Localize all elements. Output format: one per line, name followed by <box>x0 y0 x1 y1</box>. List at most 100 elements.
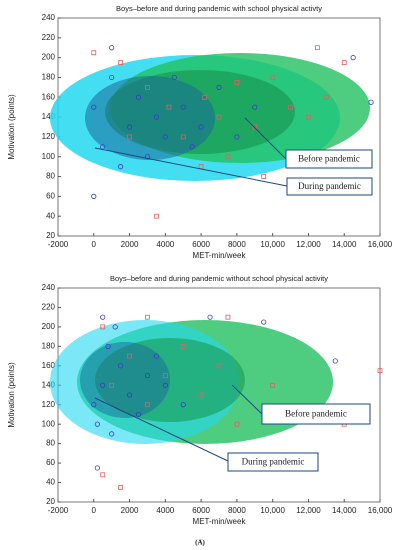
y-tick-label: 120 <box>42 132 56 141</box>
y-tick-label: 240 <box>42 283 56 292</box>
point <box>118 164 124 170</box>
point <box>109 382 115 388</box>
point <box>145 402 150 408</box>
point <box>91 193 97 199</box>
point <box>207 314 213 320</box>
point <box>189 144 195 150</box>
point <box>153 213 159 219</box>
point <box>216 363 222 369</box>
chart-title: Boys–before and during pandemic without … <box>110 274 328 283</box>
y-tick-label: 160 <box>42 361 56 370</box>
point <box>135 411 142 418</box>
point <box>91 50 97 56</box>
x-tick-label: 16,000 <box>368 240 393 249</box>
point <box>153 114 159 120</box>
annotation-label: Before pandemic <box>285 409 347 419</box>
point <box>225 154 231 160</box>
point <box>234 134 240 140</box>
y-tick-label: 160 <box>42 92 56 101</box>
point <box>100 382 106 388</box>
x-tick-label: 14,000 <box>332 506 357 515</box>
x-tick-label: -2000 <box>48 240 69 249</box>
y-tick-label: 220 <box>42 303 56 312</box>
x-tick-label: 0 <box>92 506 97 515</box>
point <box>94 465 100 471</box>
x-tick-label: 10,000 <box>260 240 285 249</box>
y-tick-label: 200 <box>42 53 56 62</box>
y-tick-label: 220 <box>42 33 56 42</box>
point <box>166 104 172 110</box>
point <box>225 314 231 320</box>
x-tick-label: 2000 <box>121 506 139 515</box>
point <box>100 144 106 150</box>
point <box>118 485 124 490</box>
y-tick-label: 140 <box>42 112 56 121</box>
point <box>91 402 97 408</box>
annotation-label: During pandemic <box>242 457 305 467</box>
y-tick-label: 80 <box>46 172 55 181</box>
y-tick-label: 140 <box>42 380 56 389</box>
x-tick-label: 12,000 <box>296 506 321 515</box>
y-tick-label: 100 <box>42 152 56 161</box>
x-tick-label: 8000 <box>228 506 246 515</box>
point <box>234 80 240 85</box>
x-axis-label: MET-min/week <box>193 517 247 526</box>
point <box>162 373 168 378</box>
point <box>288 104 293 110</box>
x-tick-label: 8000 <box>228 240 246 249</box>
point <box>109 431 115 437</box>
point <box>162 134 168 140</box>
point <box>100 472 106 478</box>
point <box>314 45 320 51</box>
x-tick-label: 0 <box>92 240 97 249</box>
marks <box>91 45 374 219</box>
point <box>105 343 111 349</box>
point <box>270 382 276 388</box>
point <box>112 324 118 330</box>
y-tick-label: 100 <box>42 419 56 428</box>
density-regions <box>50 320 333 444</box>
point <box>109 74 115 81</box>
point <box>100 324 106 330</box>
annotation-label: During pandemic <box>298 181 361 191</box>
x-tick-label: 2000 <box>121 240 139 249</box>
y-tick-label: 20 <box>46 231 55 240</box>
annotation-label: Before pandemic <box>298 154 360 164</box>
point <box>368 99 374 105</box>
point <box>377 368 383 374</box>
point <box>198 392 204 398</box>
point <box>180 104 186 110</box>
y-axis-label: Motivation (points) <box>7 94 16 160</box>
x-tick-label: 4000 <box>156 506 174 515</box>
y-tick-label: 200 <box>42 322 56 331</box>
marks <box>91 314 383 490</box>
y-tick-label: 120 <box>42 400 56 409</box>
point <box>216 114 222 120</box>
point <box>216 84 222 90</box>
point <box>126 124 133 130</box>
point <box>180 402 186 408</box>
point <box>261 319 267 325</box>
point <box>198 124 204 130</box>
x-tick-label: 16,000 <box>368 506 393 515</box>
x-tick-label: 4000 <box>156 240 174 249</box>
point <box>135 94 142 100</box>
point <box>94 421 100 427</box>
point <box>144 154 151 160</box>
y-tick-label: 60 <box>46 191 55 200</box>
y-tick-label: 40 <box>46 211 55 220</box>
point <box>332 358 338 364</box>
point <box>350 55 356 61</box>
point <box>145 84 150 90</box>
point <box>126 392 133 398</box>
x-tick-label: 12,000 <box>296 240 321 249</box>
y-tick-label: 60 <box>46 458 55 467</box>
x-tick-label: -2000 <box>48 506 69 515</box>
point <box>127 134 132 140</box>
x-tick-label: 10,000 <box>260 506 285 515</box>
point <box>261 174 267 179</box>
point <box>91 104 97 110</box>
point <box>145 314 150 320</box>
point <box>306 114 311 120</box>
